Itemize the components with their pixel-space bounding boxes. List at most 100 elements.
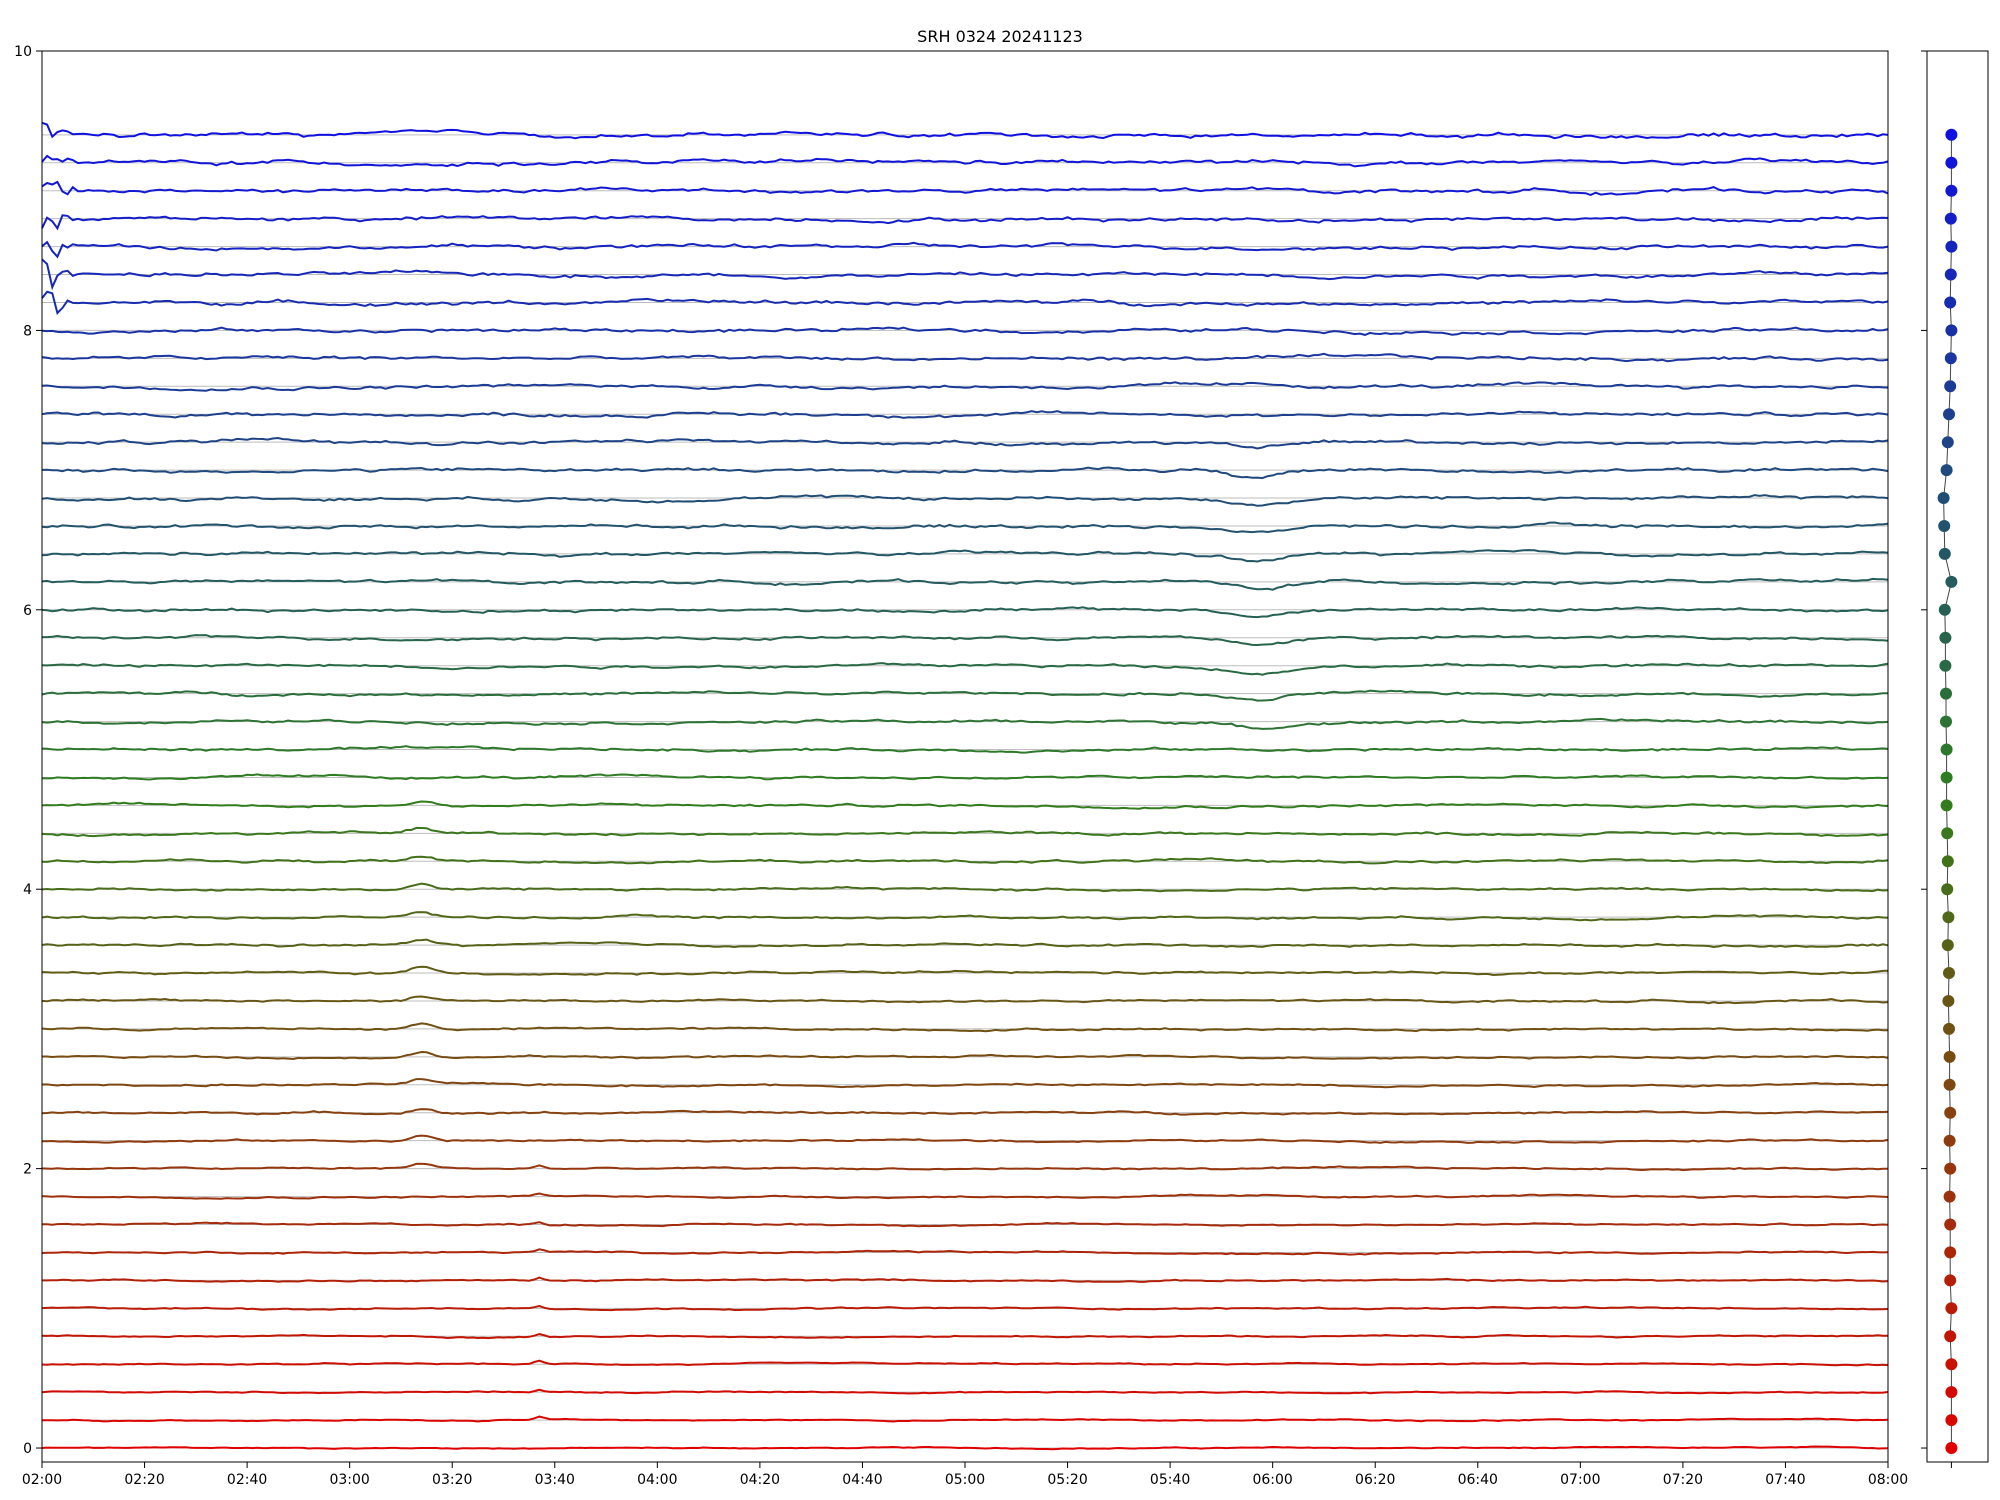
side-profile-point bbox=[1943, 1190, 1956, 1203]
x-tick-label: 04:00 bbox=[637, 1472, 677, 1488]
series-line bbox=[41, 436, 1889, 450]
side-profile-point bbox=[1944, 1162, 1957, 1175]
x-tick-label: 02:20 bbox=[124, 1472, 164, 1488]
series-line bbox=[41, 689, 1889, 702]
series-line bbox=[41, 577, 1889, 591]
series-line bbox=[42, 1276, 1889, 1283]
series-line bbox=[41, 1192, 1889, 1200]
side-profile-point bbox=[1943, 408, 1955, 421]
series-line bbox=[41, 290, 1889, 315]
series-line bbox=[41, 1445, 1889, 1451]
y-tick-label: 2 bbox=[23, 1162, 32, 1178]
series-line bbox=[41, 352, 1889, 363]
series-line bbox=[41, 1134, 1889, 1144]
side-profile-point bbox=[1940, 799, 1953, 812]
series-line bbox=[41, 466, 1889, 480]
series-line bbox=[41, 326, 1889, 336]
side-profile-point bbox=[1940, 715, 1952, 728]
side-profile-point bbox=[1944, 1106, 1957, 1119]
x-tick-label: 06:40 bbox=[1458, 1472, 1498, 1488]
series-line bbox=[41, 855, 1889, 865]
side-profile-point bbox=[1944, 1246, 1957, 1259]
series-line bbox=[41, 662, 1889, 676]
x-tick-label: 04:20 bbox=[740, 1472, 780, 1488]
side-profile-point bbox=[1939, 631, 1952, 644]
y-tick-label: 8 bbox=[23, 323, 32, 339]
side-profile-point bbox=[1945, 1302, 1958, 1315]
main-plot-area: 02:00 02:20 02:40 03:00 03:20 03:40 04:00 04:20… bbox=[14, 44, 1908, 1488]
series-line bbox=[41, 995, 1889, 1005]
series-line bbox=[41, 882, 1889, 893]
side-profile-point bbox=[1945, 128, 1958, 141]
series-line bbox=[41, 180, 1889, 196]
series-line bbox=[41, 521, 1889, 534]
series-line bbox=[41, 826, 1889, 838]
side-profile-point bbox=[1940, 743, 1953, 756]
side-profile-point bbox=[1941, 827, 1954, 840]
side-profile-point bbox=[1944, 268, 1957, 281]
series-line bbox=[41, 717, 1889, 730]
x-tick-label: 05:00 bbox=[945, 1472, 985, 1488]
series-line bbox=[41, 1078, 1889, 1089]
x-tick-label: 07:00 bbox=[1560, 1472, 1600, 1488]
series-line bbox=[41, 965, 1889, 977]
side-profile-point bbox=[1942, 995, 1955, 1007]
side-profile-point bbox=[1939, 659, 1952, 672]
series-line bbox=[41, 1022, 1888, 1033]
side-profile-point bbox=[1941, 883, 1954, 896]
series-line bbox=[41, 1333, 1889, 1340]
side-profile-point bbox=[1944, 212, 1957, 225]
series-line bbox=[41, 549, 1889, 563]
series-line bbox=[41, 1304, 1889, 1312]
series-line bbox=[41, 1388, 1889, 1395]
side-profile-point bbox=[1945, 1386, 1958, 1399]
side-profile-point bbox=[1940, 687, 1952, 700]
y-tick-label: 10 bbox=[14, 44, 32, 60]
side-profile-point bbox=[1944, 380, 1957, 393]
series-line bbox=[41, 1359, 1889, 1367]
side-profile-point bbox=[1937, 492, 1950, 504]
side-profile-point bbox=[1940, 464, 1953, 477]
side-profile-point bbox=[1945, 1442, 1958, 1454]
side-profile-point bbox=[1938, 603, 1951, 616]
side-profile-point bbox=[1944, 296, 1957, 309]
x-tick-label: 03:00 bbox=[329, 1472, 369, 1488]
series-line bbox=[42, 1050, 1889, 1061]
side-profile-plot bbox=[1921, 50, 1989, 1468]
y-tick-label: 0 bbox=[23, 1441, 32, 1457]
side-profile-point bbox=[1943, 1134, 1956, 1147]
side-profile-point bbox=[1940, 771, 1953, 784]
series-line bbox=[41, 800, 1889, 810]
series-line bbox=[41, 154, 1889, 168]
side-profile-point bbox=[1943, 967, 1955, 979]
series-line bbox=[41, 606, 1889, 619]
series-line bbox=[42, 1415, 1889, 1423]
side-profile-point bbox=[1944, 1218, 1957, 1231]
x-tick-label: 05:20 bbox=[1047, 1472, 1087, 1488]
side-profile-point bbox=[1945, 575, 1958, 588]
side-profile-point bbox=[1941, 855, 1954, 868]
series-line bbox=[41, 1108, 1889, 1116]
y-tick-label: 4 bbox=[23, 882, 32, 898]
x-tick-label: 06:20 bbox=[1355, 1472, 1395, 1488]
side-profile-point bbox=[1945, 1358, 1958, 1371]
x-tick-label: 05:40 bbox=[1150, 1472, 1190, 1488]
x-tick-label: 06:00 bbox=[1252, 1472, 1292, 1488]
x-tick-label: 07:20 bbox=[1663, 1472, 1703, 1488]
side-profile-point bbox=[1945, 240, 1958, 253]
series-line bbox=[41, 911, 1889, 922]
side-profile-point bbox=[1945, 324, 1958, 337]
side-profile-point bbox=[1938, 547, 1951, 560]
side-profile-point bbox=[1941, 436, 1954, 449]
series-line bbox=[41, 1162, 1888, 1172]
x-tick-label: 04:40 bbox=[842, 1472, 882, 1488]
series-line bbox=[41, 773, 1889, 781]
side-profile-point bbox=[1945, 1414, 1958, 1427]
series-line bbox=[41, 745, 1889, 754]
series-line bbox=[41, 1248, 1889, 1256]
series-line bbox=[41, 214, 1889, 231]
x-tick-label: 03:40 bbox=[535, 1472, 575, 1488]
series-line bbox=[41, 494, 1889, 507]
side-profile-point bbox=[1945, 184, 1958, 197]
chart-title: SRH 0324 20241123 bbox=[917, 27, 1083, 46]
